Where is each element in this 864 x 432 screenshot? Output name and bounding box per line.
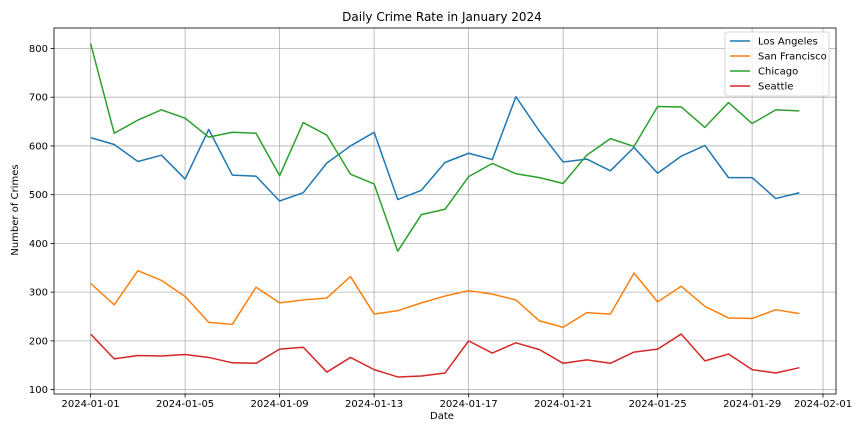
legend-label-san-francisco: San Francisco <box>758 52 827 63</box>
y-axis-ticks: 100 200 300 400 500 600 700 800 <box>29 44 54 396</box>
x-tick-label: 2024-01-21 <box>534 399 592 410</box>
x-axis-label: Date <box>430 411 454 422</box>
y-tick-label: 200 <box>29 336 48 347</box>
plot-frame <box>53 27 837 395</box>
x-tick-label: 2024-01-29 <box>723 399 781 410</box>
y-tick-label: 800 <box>29 44 48 55</box>
x-tick-label: 2024-01-13 <box>345 399 403 410</box>
x-axis-ticks: 2024-01-01 2024-01-05 2024-01-09 2024-01-13… <box>62 394 852 410</box>
x-tick-label: 2024-01-01 <box>62 399 120 410</box>
y-tick-label: 600 <box>29 141 48 152</box>
y-tick-label: 500 <box>29 190 48 201</box>
x-tick-label: 2024-01-05 <box>156 399 214 410</box>
x-tick-label: 2024-01-25 <box>629 399 687 410</box>
chart-title: Daily Crime Rate in January 2024 <box>342 10 542 24</box>
y-axis-label: Number of Crimes <box>10 164 21 255</box>
legend-label-chicago: Chicago <box>758 67 798 78</box>
y-tick-label: 400 <box>29 239 48 250</box>
series-group <box>89 43 800 378</box>
legend: Los Angeles San Francisco Chicago Seattle <box>724 31 830 97</box>
legend-box <box>724 31 830 97</box>
legend-label-seattle: Seattle <box>758 82 793 93</box>
x-tick-label: 2024-02-01 <box>794 399 852 410</box>
x-tick-label: 2024-01-09 <box>251 399 309 410</box>
x-tick-label: 2024-01-17 <box>440 399 498 410</box>
y-tick-label: 700 <box>29 93 48 104</box>
legend-label-los-angeles: Los Angeles <box>758 37 818 48</box>
y-tick-label: 100 <box>29 385 48 396</box>
y-tick-label: 300 <box>29 288 48 299</box>
